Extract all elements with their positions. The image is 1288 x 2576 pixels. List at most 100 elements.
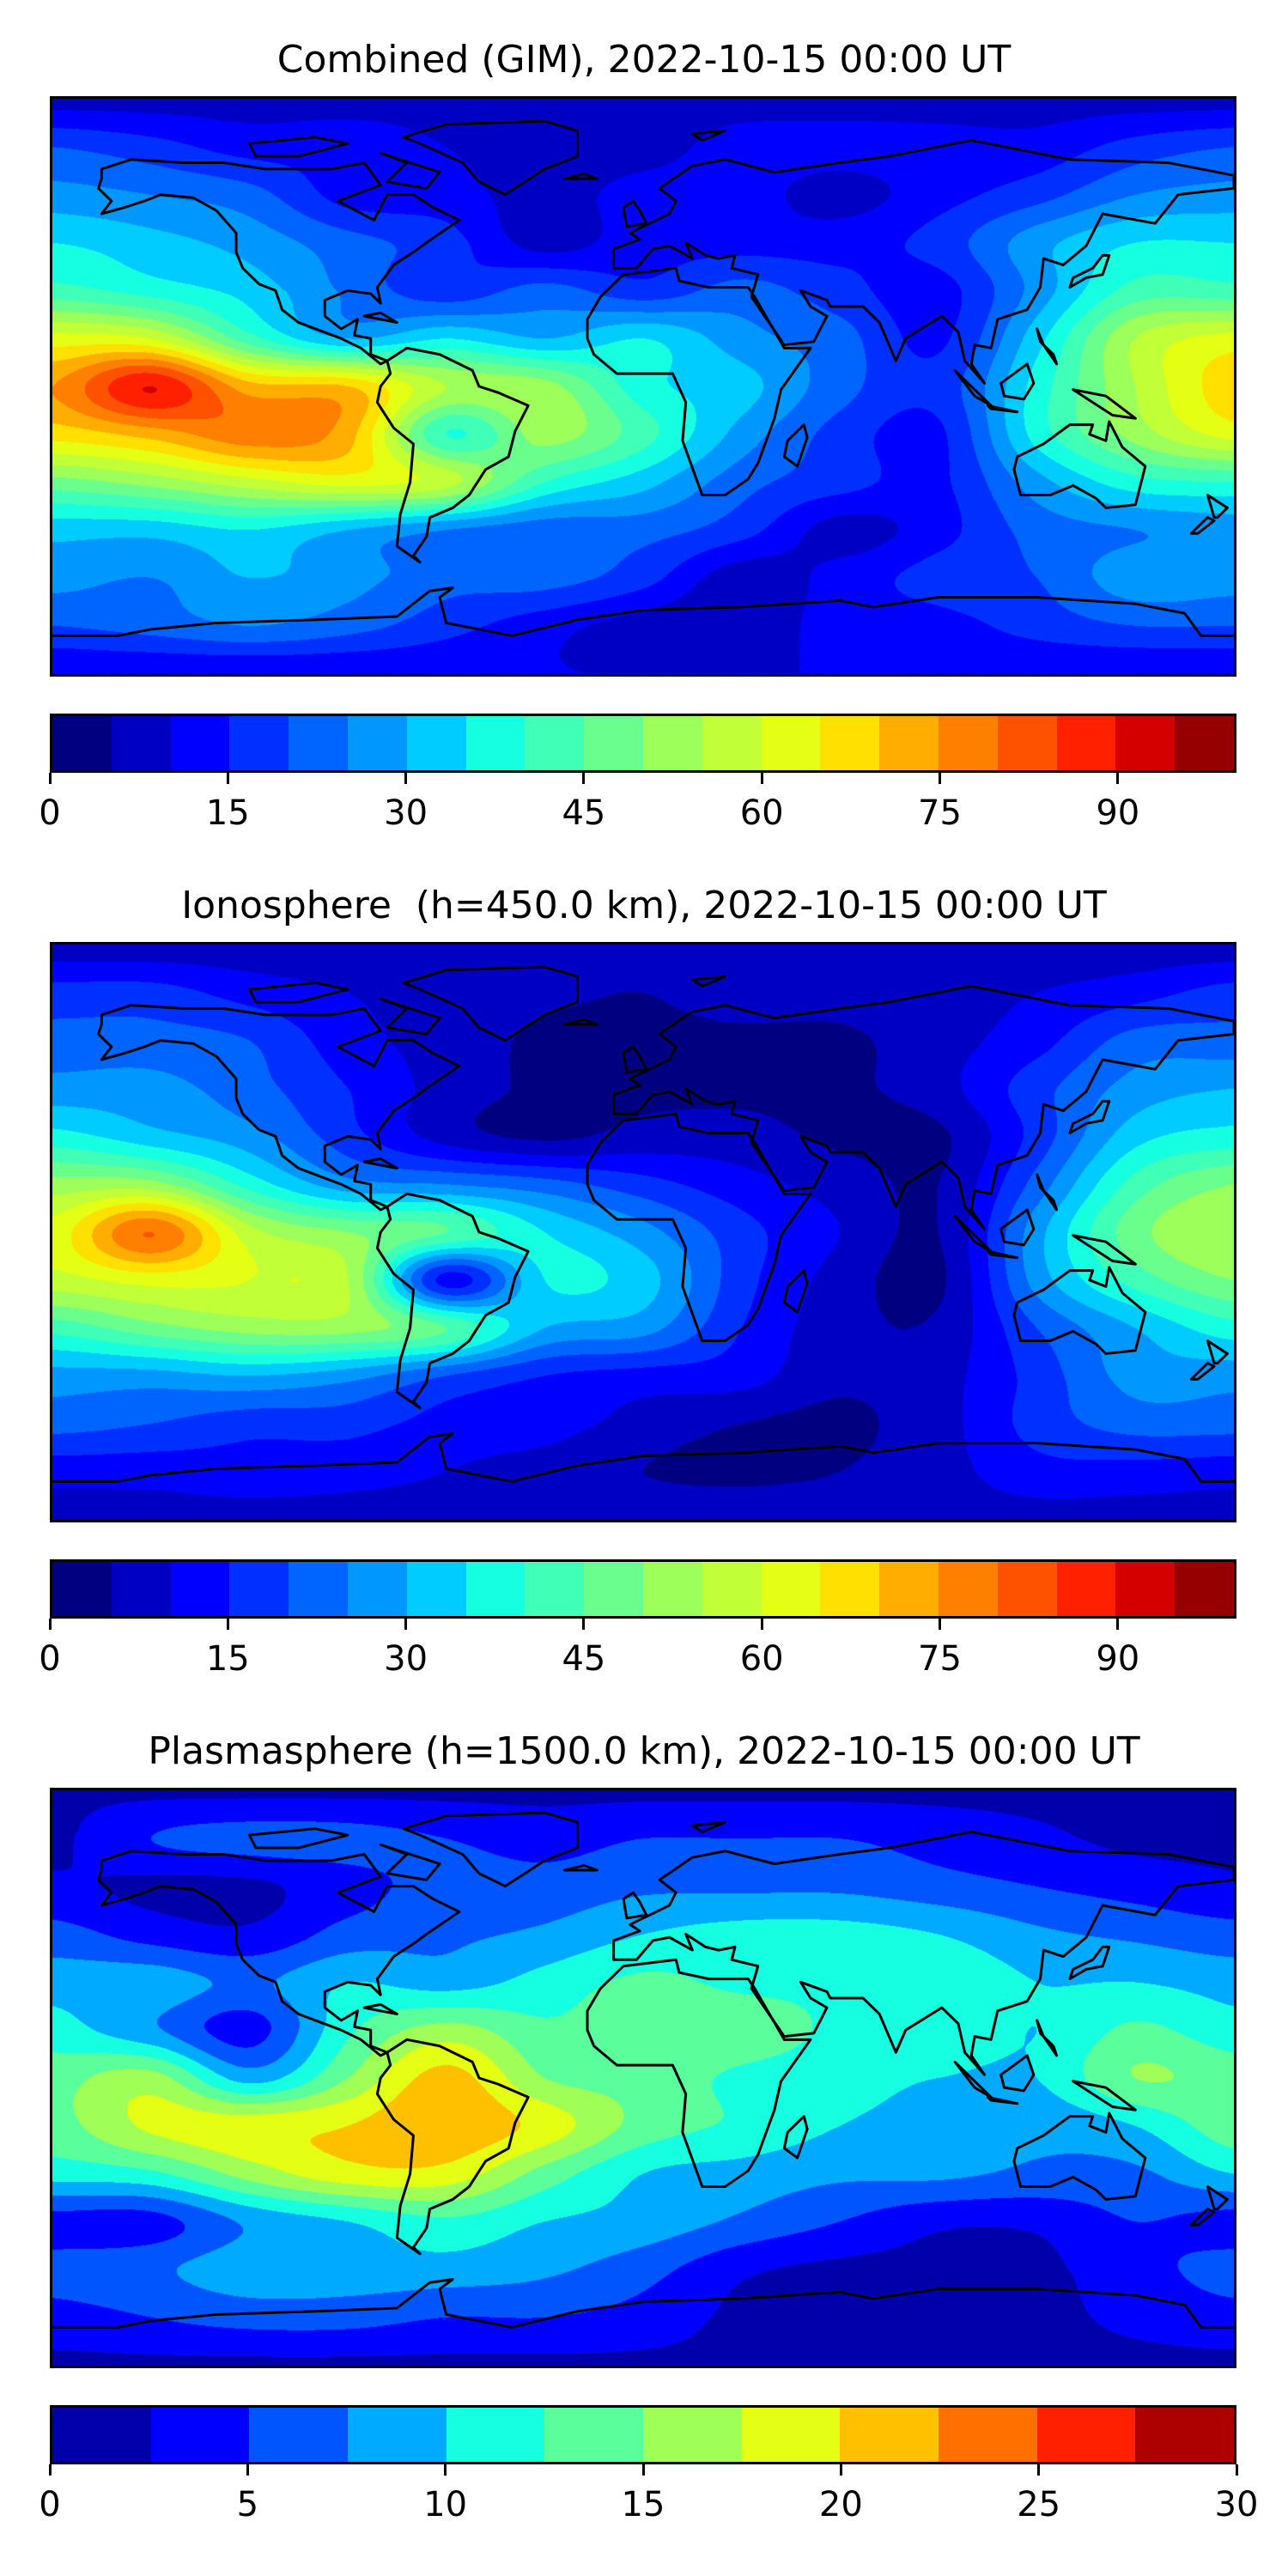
- colorbar-level-10: [642, 1562, 702, 1616]
- colorbar-level-5: [347, 1562, 407, 1616]
- colorbar-tick-label: 90: [1096, 793, 1140, 833]
- coastline: [1037, 329, 1057, 364]
- coastline: [1070, 255, 1109, 287]
- colorbar-level-19: [1175, 1562, 1234, 1616]
- colorbar-level-4: [289, 716, 348, 770]
- colorbar-level-12: [761, 1562, 821, 1616]
- colorbar-level-15: [938, 716, 998, 770]
- coastline: [587, 1114, 811, 1340]
- coastline: [564, 173, 597, 179]
- coastline: [52, 588, 1234, 636]
- colorbar-level-8: [840, 2408, 939, 2462]
- colorbar-tick-mark: [404, 773, 408, 784]
- colorbar-level-13: [820, 716, 880, 770]
- colorbar-tick-label: 10: [423, 2485, 468, 2524]
- coastline: [364, 1158, 397, 1168]
- coastline: [377, 348, 528, 562]
- colorbar-level-15: [938, 1562, 998, 1616]
- colorbar-level-16: [997, 716, 1057, 770]
- colorbar-level-7: [465, 716, 526, 770]
- colorbar-tick-mark: [226, 1619, 229, 1630]
- tec-contour-field: [52, 945, 1234, 1520]
- colorbar-level-1: [111, 1562, 171, 1616]
- colorbar-level-8: [525, 716, 585, 770]
- coastline: [784, 1271, 807, 1312]
- colorbar-tick-mark: [839, 2464, 842, 2476]
- colorbar: [50, 2405, 1236, 2464]
- coastline: [587, 1959, 811, 2186]
- colorbar-tick-label: 30: [1214, 2485, 1259, 2524]
- coastline: [784, 2117, 807, 2158]
- colorbar-level-16: [997, 1562, 1057, 1616]
- coastline: [1073, 2081, 1136, 2111]
- colorbar-tick-label: 0: [39, 1639, 61, 1679]
- tec-map: [50, 942, 1236, 1522]
- coastlines: [52, 1790, 1234, 2366]
- coastline: [987, 1251, 1017, 1257]
- coastline: [1001, 364, 1034, 399]
- colorbar-level-9: [584, 1562, 643, 1616]
- colorbar-tick-mark: [939, 1619, 941, 1630]
- coastline: [1037, 2020, 1057, 2056]
- chart-title: Combined (GIM), 2022-10-15 00:00 UT: [276, 38, 1012, 82]
- colorbar-level-17: [1056, 1562, 1116, 1616]
- colorbar-level-18: [1115, 1562, 1176, 1616]
- coastline: [1070, 1101, 1109, 1133]
- coastline: [377, 1194, 528, 1407]
- colorbar-tick-label: 60: [739, 1639, 784, 1679]
- tec-map: [50, 96, 1236, 677]
- colorbar-tick-label: 25: [1017, 2485, 1061, 2524]
- coastline: [249, 1829, 348, 1848]
- colorbar-level-10: [642, 716, 702, 770]
- colorbar-tick-mark: [226, 773, 229, 784]
- colorbar-level-4: [446, 2408, 545, 2462]
- colorbar-ticks: 0 15 30 45 60 75 90: [39, 1619, 1236, 1687]
- coastline: [1070, 1947, 1109, 1978]
- colorbar-tick-mark: [404, 1619, 408, 1630]
- colorbar-level-18: [1115, 716, 1176, 770]
- colorbar: [50, 714, 1236, 773]
- colorbar-level-7: [465, 1562, 526, 1616]
- colorbar-tick-label: 75: [918, 1639, 962, 1679]
- coastline: [564, 1865, 597, 1870]
- colorbar-tick-label: 30: [384, 1639, 428, 1679]
- coastline: [987, 405, 1017, 411]
- coastline: [1001, 2056, 1034, 2091]
- colorbar-tick-mark: [444, 2464, 447, 2476]
- coastline: [587, 268, 811, 495]
- colorbar-tick-mark: [48, 1619, 52, 1630]
- coastline: [1207, 495, 1227, 518]
- colorbar-tick-mark: [760, 1619, 763, 1630]
- colorbar-tick-mark: [1116, 1619, 1120, 1630]
- colorbar-tick-label: 0: [39, 793, 61, 833]
- colorbar-tick-mark: [246, 2464, 249, 2476]
- colorbar-tick-label: 0: [39, 2485, 61, 2524]
- coastline: [1207, 1341, 1227, 1364]
- panel-ionosphere: Ionosphere (h=450.0 km), 2022-10-15 00:0…: [0, 846, 1288, 1692]
- colorbar-tick-mark: [1116, 773, 1120, 784]
- tec-contour-field: [52, 99, 1234, 674]
- colorbar-level-12: [761, 716, 821, 770]
- colorbar-ticks: 0 5 10 15 20 25 30: [39, 2464, 1258, 2533]
- coastline: [1191, 518, 1214, 534]
- coastline: [1073, 390, 1136, 419]
- colorbar-level-10: [1036, 2408, 1136, 2462]
- colorbar-level-6: [406, 716, 466, 770]
- coastline: [784, 425, 807, 466]
- colorbar-level-3: [229, 716, 289, 770]
- colorbar-tick-label: 75: [918, 793, 962, 833]
- colorbar-level-6: [406, 1562, 466, 1616]
- tec-map: [50, 1788, 1236, 2368]
- colorbar-tick-label: 15: [205, 793, 250, 833]
- coastline: [364, 2004, 397, 2014]
- coastline: [377, 2039, 528, 2253]
- coastline: [364, 313, 397, 322]
- coastline: [99, 160, 459, 364]
- colorbar-level-3: [348, 2408, 447, 2462]
- chart-title: Ionosphere (h=450.0 km), 2022-10-15 00:0…: [181, 884, 1107, 927]
- coastline: [99, 1005, 459, 1210]
- colorbar-tick-label: 45: [562, 1639, 606, 1679]
- coastlines: [52, 945, 1234, 1520]
- coastline: [564, 1019, 597, 1024]
- tec-contour-field: [52, 1790, 1234, 2366]
